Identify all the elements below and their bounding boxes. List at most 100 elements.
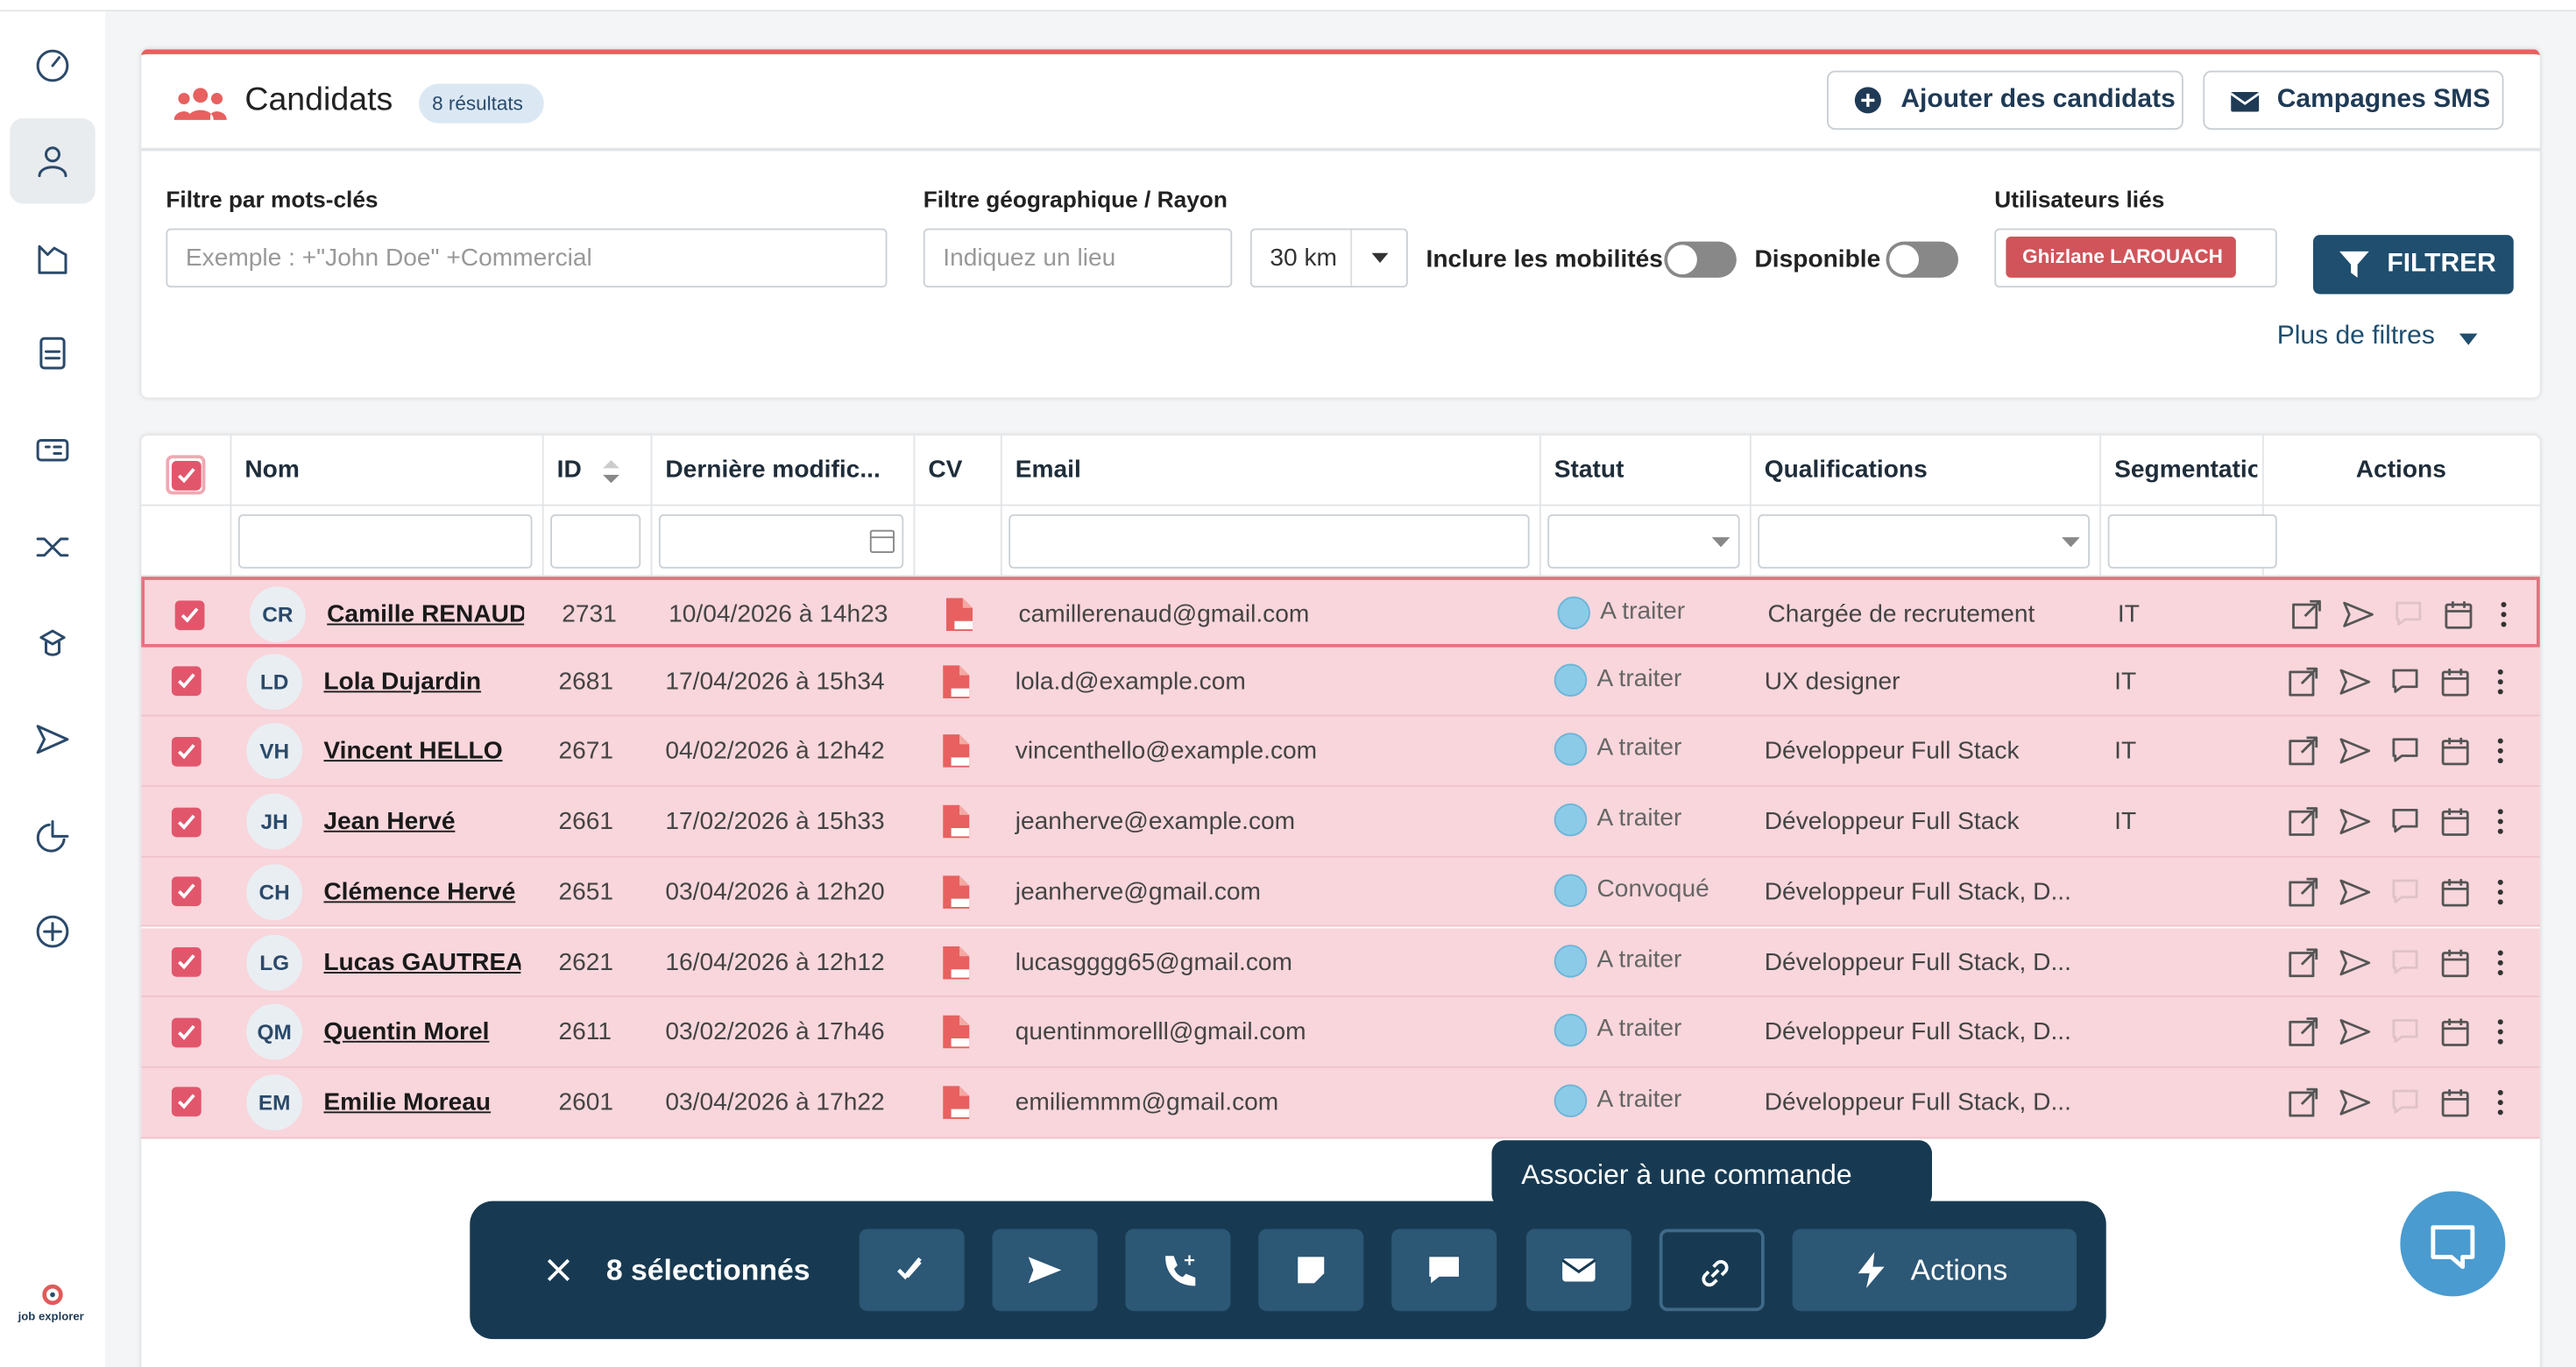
more-filters[interactable]: Plus de filtres	[2276, 322, 2435, 351]
radius-select[interactable]: 30 km	[1249, 228, 1408, 288]
checkbox[interactable]	[170, 1087, 202, 1118]
bulk-button[interactable]	[1391, 1229, 1497, 1312]
nav-icon[interactable]	[34, 626, 70, 662]
checkbox[interactable]	[170, 876, 202, 908]
candidate-name[interactable]: Clémence Hervé	[323, 879, 516, 904]
row-action[interactable]	[2495, 807, 2525, 837]
row-action[interactable]	[2390, 667, 2420, 697]
checkbox[interactable]	[170, 459, 202, 491]
candidate-name[interactable]: Vincent HELLO	[323, 739, 503, 764]
nav-icon[interactable]	[34, 529, 70, 565]
row-action[interactable]	[2289, 807, 2318, 837]
nav-icon[interactable]	[34, 240, 70, 276]
row-action[interactable]	[2390, 947, 2420, 977]
column-filter[interactable]	[1008, 514, 1530, 569]
row-action[interactable]	[2289, 737, 2318, 767]
column-filter[interactable]	[1547, 514, 1740, 569]
keyword-input[interactable]: Exemple : +"John Doe" +Commercial	[166, 228, 888, 288]
cv-pdf-icon[interactable]	[943, 664, 970, 698]
row-action[interactable]	[2390, 807, 2420, 837]
header-button[interactable]: Campagnes SMS	[2203, 70, 2504, 131]
row-action[interactable]	[2289, 947, 2318, 977]
row-action[interactable]	[2339, 1017, 2371, 1047]
bulk-button[interactable]	[1125, 1229, 1231, 1312]
checkbox[interactable]	[170, 666, 202, 698]
row-action[interactable]	[2441, 737, 2471, 767]
nav-icon[interactable]	[34, 914, 70, 950]
filter-button[interactable]: FILTRER	[2313, 235, 2514, 294]
row-action[interactable]	[2441, 667, 2471, 697]
toggle[interactable]	[1664, 241, 1737, 278]
cv-pdf-icon[interactable]	[943, 946, 970, 979]
row-action[interactable]	[2441, 947, 2471, 977]
row-action[interactable]	[2495, 1087, 2525, 1117]
nav-icon[interactable]	[34, 432, 70, 468]
bulk-button[interactable]	[992, 1229, 1098, 1312]
cv-pdf-icon[interactable]	[946, 598, 973, 631]
column-filter[interactable]	[550, 514, 641, 569]
column-filter[interactable]	[237, 514, 533, 569]
row-action[interactable]	[2343, 599, 2374, 629]
nav-icon[interactable]	[34, 143, 70, 179]
nav-icon[interactable]	[34, 336, 70, 372]
row-action[interactable]	[2394, 599, 2424, 629]
header-button[interactable]: Ajouter des candidats	[1827, 70, 2183, 131]
row-action[interactable]	[2339, 1087, 2371, 1117]
close-icon[interactable]	[547, 1258, 570, 1281]
checkbox[interactable]	[173, 599, 205, 630]
cv-pdf-icon[interactable]	[943, 734, 970, 768]
help-bubble[interactable]	[2400, 1191, 2506, 1297]
cv-pdf-icon[interactable]	[943, 1086, 970, 1119]
row-action[interactable]	[2292, 599, 2322, 629]
checkbox[interactable]	[170, 946, 202, 978]
row-action[interactable]	[2390, 877, 2420, 907]
column-filter[interactable]	[658, 514, 904, 569]
cv-pdf-icon[interactable]	[943, 1016, 970, 1049]
geo-input[interactable]: Indiquez un lieu	[923, 228, 1233, 288]
users-input[interactable]: Ghizlane LAROUACH	[1994, 228, 2277, 288]
candidate-name[interactable]: Emilie Moreau	[323, 1089, 492, 1115]
row-action[interactable]	[2339, 947, 2371, 977]
row-action[interactable]	[2441, 1087, 2471, 1117]
bulk-button[interactable]	[1659, 1229, 1765, 1312]
checkbox[interactable]	[170, 1016, 202, 1048]
row-action[interactable]	[2495, 877, 2525, 907]
row-action[interactable]	[2445, 599, 2474, 629]
bulk-actions-button[interactable]: Actions	[1792, 1229, 2077, 1312]
nav-icon[interactable]	[34, 721, 70, 757]
checkbox[interactable]	[170, 806, 202, 838]
row-action[interactable]	[2339, 877, 2371, 907]
column-filter[interactable]	[1758, 514, 2090, 569]
cv-pdf-icon[interactable]	[943, 804, 970, 839]
row-action[interactable]	[2441, 877, 2471, 907]
row-action[interactable]	[2390, 1017, 2420, 1047]
candidate-name[interactable]: Lola Dujardin	[323, 669, 482, 694]
bulk-button[interactable]	[1525, 1229, 1631, 1312]
row-action[interactable]	[2495, 1017, 2525, 1047]
row-action[interactable]	[2390, 737, 2420, 767]
row-action[interactable]	[2495, 737, 2525, 767]
row-action[interactable]	[2339, 667, 2371, 697]
row-action[interactable]	[2390, 1087, 2420, 1117]
column-filter[interactable]	[2107, 514, 2277, 569]
candidate-name[interactable]: Lucas GAUTREAU	[323, 949, 521, 974]
candidate-name[interactable]: Jean Hervé	[323, 809, 456, 834]
row-action[interactable]	[2339, 737, 2371, 767]
candidate-name[interactable]: Quentin Morel	[323, 1019, 490, 1045]
bulk-button[interactable]	[1258, 1229, 1364, 1312]
candidate-name[interactable]: Camille RENAUD	[327, 602, 525, 627]
row-action[interactable]	[2441, 1017, 2471, 1047]
cv-pdf-icon[interactable]	[943, 875, 970, 909]
row-action[interactable]	[2441, 807, 2471, 837]
row-action[interactable]	[2289, 667, 2318, 697]
row-action[interactable]	[2289, 877, 2318, 907]
row-action[interactable]	[2495, 667, 2525, 697]
checkbox[interactable]	[170, 736, 202, 768]
nav-icon[interactable]	[34, 47, 70, 83]
row-action[interactable]	[2495, 947, 2525, 977]
bulk-button[interactable]	[859, 1229, 965, 1312]
row-action[interactable]	[2339, 807, 2371, 837]
row-action[interactable]	[2289, 1017, 2318, 1047]
nav-icon[interactable]	[34, 818, 70, 854]
row-action[interactable]	[2289, 1087, 2318, 1117]
